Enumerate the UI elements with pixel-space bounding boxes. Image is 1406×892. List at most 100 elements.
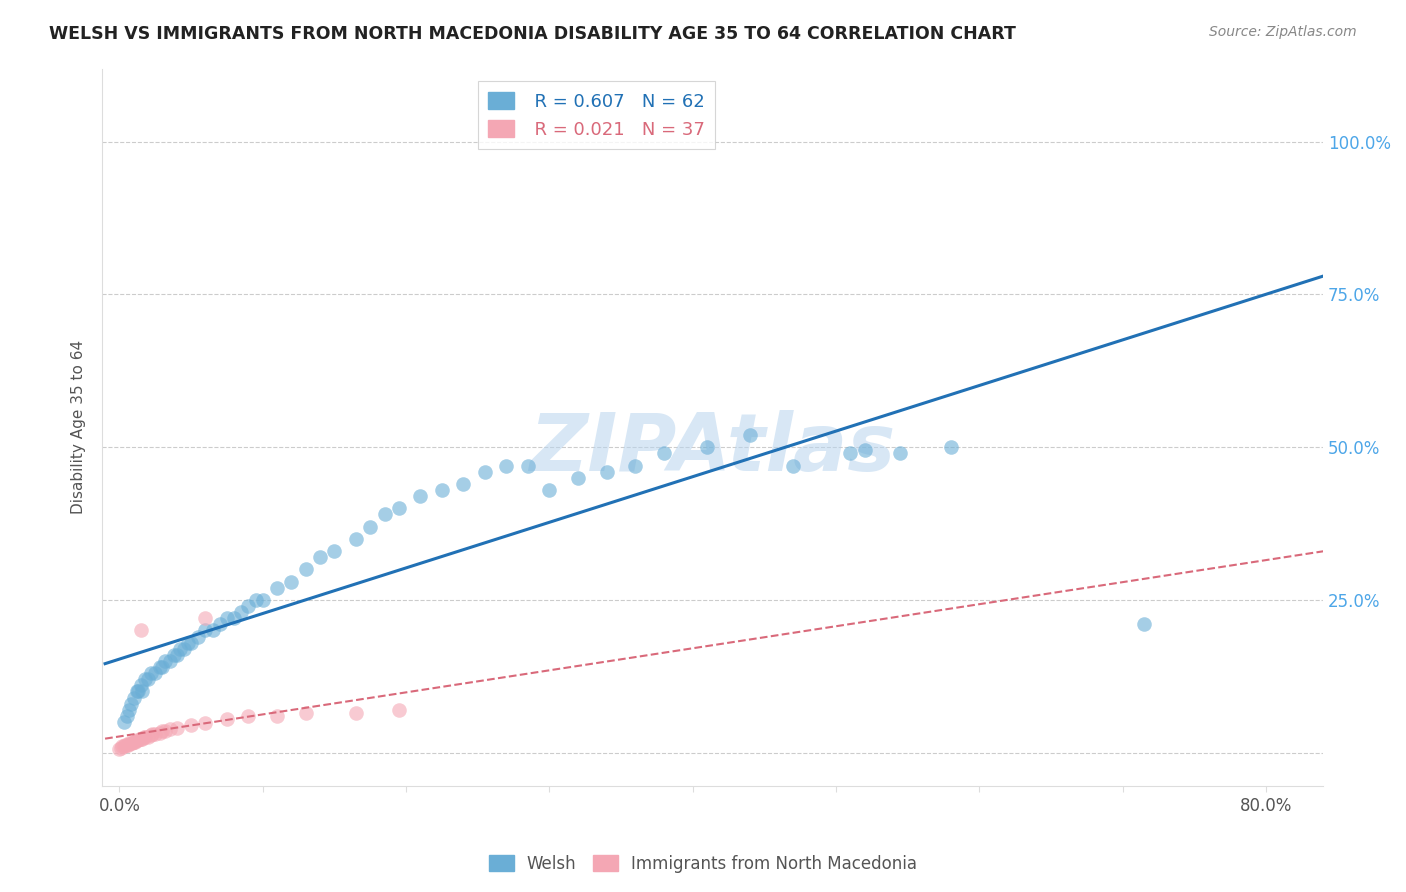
Point — [495, 458, 517, 473]
Point — [323, 544, 346, 558]
Point — [159, 654, 181, 668]
Point — [266, 581, 288, 595]
Point — [194, 624, 217, 638]
Point — [134, 673, 156, 687]
Point — [839, 446, 862, 460]
Point — [134, 731, 156, 745]
Point — [215, 712, 238, 726]
Point — [155, 654, 177, 668]
Point — [120, 736, 142, 750]
Text: ZIPAtlas: ZIPAtlas — [530, 409, 896, 488]
Point — [122, 690, 145, 705]
Point — [231, 605, 253, 619]
Point — [136, 673, 159, 687]
Point — [114, 738, 136, 752]
Point — [309, 550, 332, 565]
Point — [120, 697, 142, 711]
Point — [112, 739, 135, 754]
Point — [169, 641, 191, 656]
Point — [166, 721, 188, 735]
Point — [939, 440, 962, 454]
Point — [595, 465, 617, 479]
Point — [111, 739, 134, 754]
Point — [294, 706, 316, 720]
Point — [222, 611, 245, 625]
Point — [538, 483, 561, 497]
Point — [215, 611, 238, 625]
Point — [201, 624, 224, 638]
Point — [294, 562, 316, 576]
Point — [115, 738, 138, 752]
Point — [738, 428, 761, 442]
Point — [117, 738, 139, 752]
Point — [238, 599, 260, 613]
Point — [453, 476, 475, 491]
Point — [177, 635, 200, 649]
Point — [359, 519, 381, 533]
Point — [430, 483, 453, 497]
Point — [152, 660, 174, 674]
Text: WELSH VS IMMIGRANTS FROM NORTH MACEDONIA DISABILITY AGE 35 TO 64 CORRELATION CHA: WELSH VS IMMIGRANTS FROM NORTH MACEDONIA… — [49, 25, 1017, 43]
Point — [245, 592, 267, 607]
Point — [143, 666, 166, 681]
Point — [131, 732, 153, 747]
Point — [782, 458, 804, 473]
Point — [136, 731, 159, 745]
Legend: Welsh, Immigrants from North Macedonia: Welsh, Immigrants from North Macedonia — [482, 848, 924, 880]
Point — [152, 724, 174, 739]
Point — [280, 574, 302, 589]
Point — [516, 458, 538, 473]
Point — [166, 648, 188, 662]
Legend:   R = 0.607   N = 62,   R = 0.021   N = 37: R = 0.607 N = 62, R = 0.021 N = 37 — [478, 81, 716, 150]
Point — [141, 727, 163, 741]
Point — [148, 726, 170, 740]
Point — [129, 732, 152, 747]
Point — [252, 592, 274, 607]
Point — [180, 718, 202, 732]
Point — [108, 742, 131, 756]
Point — [173, 641, 195, 656]
Point — [344, 532, 367, 546]
Point — [409, 489, 432, 503]
Point — [139, 666, 162, 681]
Point — [344, 706, 367, 720]
Point — [624, 458, 647, 473]
Point — [127, 684, 149, 698]
Point — [567, 471, 589, 485]
Point — [143, 727, 166, 741]
Point — [696, 440, 718, 454]
Point — [159, 723, 181, 737]
Point — [131, 684, 153, 698]
Point — [118, 736, 141, 750]
Point — [180, 635, 202, 649]
Point — [124, 734, 146, 748]
Point — [266, 709, 288, 723]
Point — [652, 446, 675, 460]
Point — [121, 736, 143, 750]
Point — [129, 678, 152, 692]
Point — [112, 714, 135, 729]
Y-axis label: Disability Age 35 to 64: Disability Age 35 to 64 — [72, 340, 86, 515]
Point — [132, 731, 155, 745]
Point — [139, 728, 162, 742]
Point — [388, 501, 411, 516]
Point — [1133, 617, 1156, 632]
Point — [155, 724, 177, 739]
Point — [373, 508, 395, 522]
Point — [110, 740, 132, 755]
Point — [118, 703, 141, 717]
Point — [115, 709, 138, 723]
Point — [889, 446, 911, 460]
Point — [125, 684, 148, 698]
Point — [125, 733, 148, 747]
Point — [163, 648, 186, 662]
Text: Source: ZipAtlas.com: Source: ZipAtlas.com — [1209, 25, 1357, 39]
Point — [474, 465, 496, 479]
Point — [388, 703, 411, 717]
Point — [129, 624, 152, 638]
Point — [194, 716, 217, 731]
Point — [238, 709, 260, 723]
Point — [187, 630, 209, 644]
Point — [194, 611, 217, 625]
Point — [853, 443, 876, 458]
